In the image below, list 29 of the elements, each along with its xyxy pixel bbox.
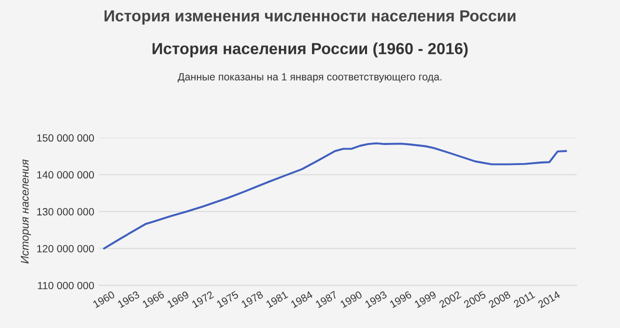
x-tick-label: 1996 [389,290,412,308]
x-tick-label: 1981 [266,290,288,308]
x-tick-label: 2005 [463,290,486,308]
x-tick-label: 1960 [92,290,116,308]
x-tick-label: 1963 [117,290,140,308]
x-tick-label: 1972 [191,290,214,308]
x-tick-label: 1990 [340,290,363,308]
x-tick-label: 2008 [488,290,511,308]
x-tick-label: 1975 [216,290,239,308]
x-tick-label: 1978 [240,290,264,308]
x-tick-label: 2002 [438,290,462,308]
y-axis-title: История населения [20,160,31,264]
x-tick-label: 1999 [414,290,437,308]
x-tick-label: 1993 [364,290,388,308]
line-series [103,142,567,250]
x-tick-label: 1966 [142,290,165,308]
x-tick-label: 2014 [538,290,561,308]
chart-title: История изменения численности населения России [104,10,516,25]
y-tick-label: 110 000 000 [38,282,94,290]
y-tick-label: 150 000 000 [37,134,94,142]
y-tick-label: 130 000 000 [37,208,94,216]
x-tick-label: 1969 [166,290,190,308]
text: Данные показаны на 1 января соответствующего года. [178,73,442,83]
y-tick-label: 120 000 000 [37,244,94,252]
chart-subtitle: История населения России (1960 - 2016) [152,42,468,58]
y-tick-label: 140 000 000 [37,171,94,179]
x-tick-label: 1984 [290,290,314,308]
x-tick-label: 1987 [315,290,338,308]
x-tick-label: 2011 [513,290,536,308]
